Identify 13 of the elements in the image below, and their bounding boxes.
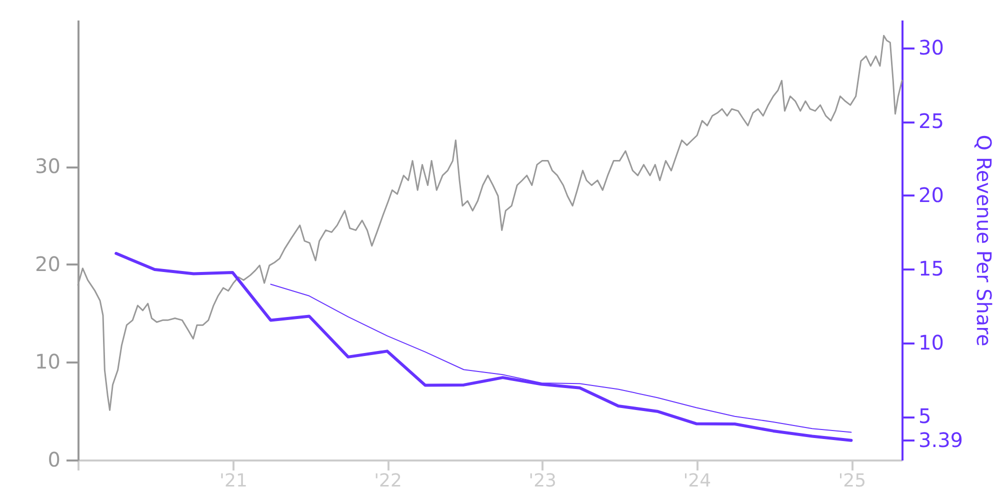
y2-tick-label: 10	[918, 330, 944, 354]
y-tick-label: 10	[35, 350, 60, 374]
line-series	[114, 252, 853, 442]
y2-tick-label: 15	[918, 256, 944, 281]
y2-axis-title: Q Revenue Per Share	[972, 134, 996, 346]
y2-tick-label: 3.39	[918, 428, 964, 452]
y2-tick-label: 20	[918, 182, 944, 207]
y2-tick-label: 25	[918, 109, 944, 134]
y-tick-label: 20	[35, 252, 60, 276]
y2-tick-label: 5	[918, 404, 932, 428]
y-tick-label: 30	[35, 154, 60, 178]
y-tick-label: 0	[48, 448, 60, 472]
y2-tick-label: 30	[918, 36, 944, 60]
